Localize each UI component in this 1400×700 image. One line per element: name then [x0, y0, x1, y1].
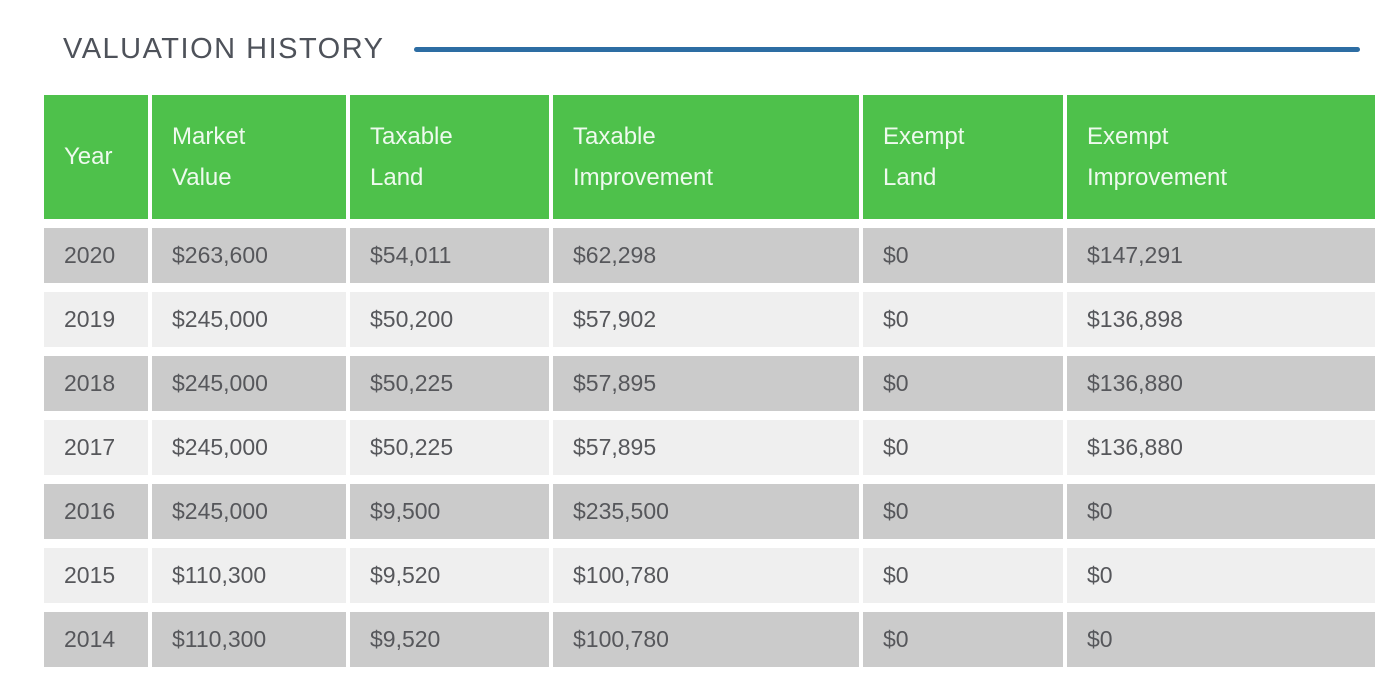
- cell-exempt-improvement: $136,880: [1067, 420, 1375, 475]
- section-header: VALUATION HISTORY: [0, 0, 1400, 71]
- cell-exempt-improvement: $0: [1067, 612, 1375, 667]
- cell-exempt-improvement: $0: [1067, 548, 1375, 603]
- cell-market-value: $245,000: [152, 484, 346, 539]
- cell-year: 2020: [44, 228, 148, 283]
- cell-taxable-improvement: $62,298: [553, 228, 859, 283]
- cell-taxable-land: $9,520: [350, 612, 549, 667]
- page-title: VALUATION HISTORY: [63, 32, 385, 65]
- cell-year: 2017: [44, 420, 148, 475]
- cell-taxable-improvement: $235,500: [553, 484, 859, 539]
- column-header-market-value: Market Value: [152, 95, 346, 219]
- table-header-row: Year Market Value Taxable Land Taxable I…: [44, 95, 1375, 219]
- cell-exempt-land: $0: [863, 356, 1063, 411]
- valuation-history-table: Year Market Value Taxable Land Taxable I…: [40, 86, 1379, 676]
- cell-exempt-land: $0: [863, 548, 1063, 603]
- cell-taxable-land: $9,500: [350, 484, 549, 539]
- title-divider-line: [414, 46, 1360, 52]
- column-header-exempt-improvement: Exempt Improvement: [1067, 95, 1375, 219]
- table-row-2017: 2017 $245,000 $50,225 $57,895 $0 $136,88…: [44, 420, 1375, 475]
- cell-year: 2015: [44, 548, 148, 603]
- cell-taxable-land: $9,520: [350, 548, 549, 603]
- cell-taxable-improvement: $100,780: [553, 612, 859, 667]
- column-header-taxable-land: Taxable Land: [350, 95, 549, 219]
- cell-taxable-land: $50,225: [350, 356, 549, 411]
- cell-market-value: $245,000: [152, 356, 346, 411]
- cell-taxable-improvement: $57,902: [553, 292, 859, 347]
- cell-taxable-land: $50,200: [350, 292, 549, 347]
- cell-market-value: $245,000: [152, 420, 346, 475]
- cell-year: 2018: [44, 356, 148, 411]
- cell-year: 2016: [44, 484, 148, 539]
- cell-exempt-improvement: $0: [1067, 484, 1375, 539]
- cell-market-value: $263,600: [152, 228, 346, 283]
- cell-taxable-land: $54,011: [350, 228, 549, 283]
- cell-taxable-improvement: $57,895: [553, 356, 859, 411]
- cell-exempt-improvement: $136,898: [1067, 292, 1375, 347]
- cell-market-value: $110,300: [152, 612, 346, 667]
- cell-exempt-land: $0: [863, 612, 1063, 667]
- cell-exempt-land: $0: [863, 228, 1063, 283]
- cell-taxable-improvement: $100,780: [553, 548, 859, 603]
- cell-year: 2019: [44, 292, 148, 347]
- cell-exempt-land: $0: [863, 292, 1063, 347]
- table-row-2018: 2018 $245,000 $50,225 $57,895 $0 $136,88…: [44, 356, 1375, 411]
- cell-market-value: $245,000: [152, 292, 346, 347]
- cell-year: 2014: [44, 612, 148, 667]
- cell-exempt-land: $0: [863, 484, 1063, 539]
- cell-exempt-improvement: $147,291: [1067, 228, 1375, 283]
- table-row-2015: 2015 $110,300 $9,520 $100,780 $0 $0: [44, 548, 1375, 603]
- table-row-2014: 2014 $110,300 $9,520 $100,780 $0 $0: [44, 612, 1375, 667]
- cell-exempt-improvement: $136,880: [1067, 356, 1375, 411]
- cell-market-value: $110,300: [152, 548, 346, 603]
- table-row-2020: 2020 $263,600 $54,011 $62,298 $0 $147,29…: [44, 228, 1375, 283]
- column-header-exempt-land: Exempt Land: [863, 95, 1063, 219]
- column-header-taxable-improvement: Taxable Improvement: [553, 95, 859, 219]
- column-header-year: Year: [44, 95, 148, 219]
- cell-taxable-improvement: $57,895: [553, 420, 859, 475]
- table-row-2019: 2019 $245,000 $50,200 $57,902 $0 $136,89…: [44, 292, 1375, 347]
- cell-exempt-land: $0: [863, 420, 1063, 475]
- table-row-2016: 2016 $245,000 $9,500 $235,500 $0 $0: [44, 484, 1375, 539]
- cell-taxable-land: $50,225: [350, 420, 549, 475]
